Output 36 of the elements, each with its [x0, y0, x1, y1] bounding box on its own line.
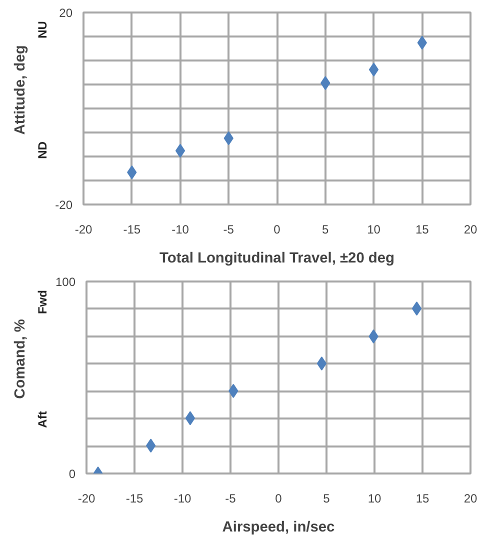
- y-tick-label: 0: [68, 467, 76, 481]
- x-tick-label: -10: [174, 492, 192, 506]
- y-tick-label: 20: [59, 6, 73, 20]
- x-tick-label: -10: [172, 222, 190, 236]
- y-tick-label: -20: [55, 198, 73, 212]
- point: [185, 411, 196, 426]
- x-tick-label: 10: [367, 222, 381, 236]
- x-tick-label: 5: [322, 222, 330, 236]
- text: NU: [36, 21, 50, 38]
- point: [368, 62, 379, 77]
- x-tick-label: 10: [368, 492, 382, 506]
- point: [146, 438, 156, 453]
- x-tick-label: 0: [275, 492, 282, 506]
- x-tick-label: -5: [223, 222, 234, 236]
- x-tick-label: 0: [274, 222, 281, 236]
- point: [316, 356, 327, 370]
- y-axis-title: Attitude, deg: [12, 45, 28, 135]
- x-tick-label: 15: [416, 492, 430, 506]
- x-tick-label: 5: [323, 492, 330, 506]
- x-tick-label: -20: [78, 492, 96, 506]
- x-tick-label: -15: [123, 222, 141, 236]
- point: [412, 302, 422, 316]
- x-tick-label: -15: [126, 492, 144, 506]
- text: Fwd: [36, 290, 50, 314]
- x-tick-label: 15: [415, 222, 430, 236]
- y-tick-label: 100: [55, 275, 76, 289]
- x-tick-label: 20: [464, 222, 478, 236]
- text: ND: [36, 141, 50, 159]
- x-axis-title: Total Longitudinal Travel, ±20 deg: [160, 250, 394, 266]
- x-tick-label: 20: [464, 492, 478, 506]
- x-tick-label: -20: [74, 222, 92, 236]
- point: [175, 144, 186, 158]
- x-axis-title: Airspeed, in/sec: [222, 520, 335, 536]
- x-tick-label: -5: [225, 492, 236, 506]
- y-axis-title: Comand, %: [12, 319, 28, 399]
- text: Aft: [36, 411, 50, 428]
